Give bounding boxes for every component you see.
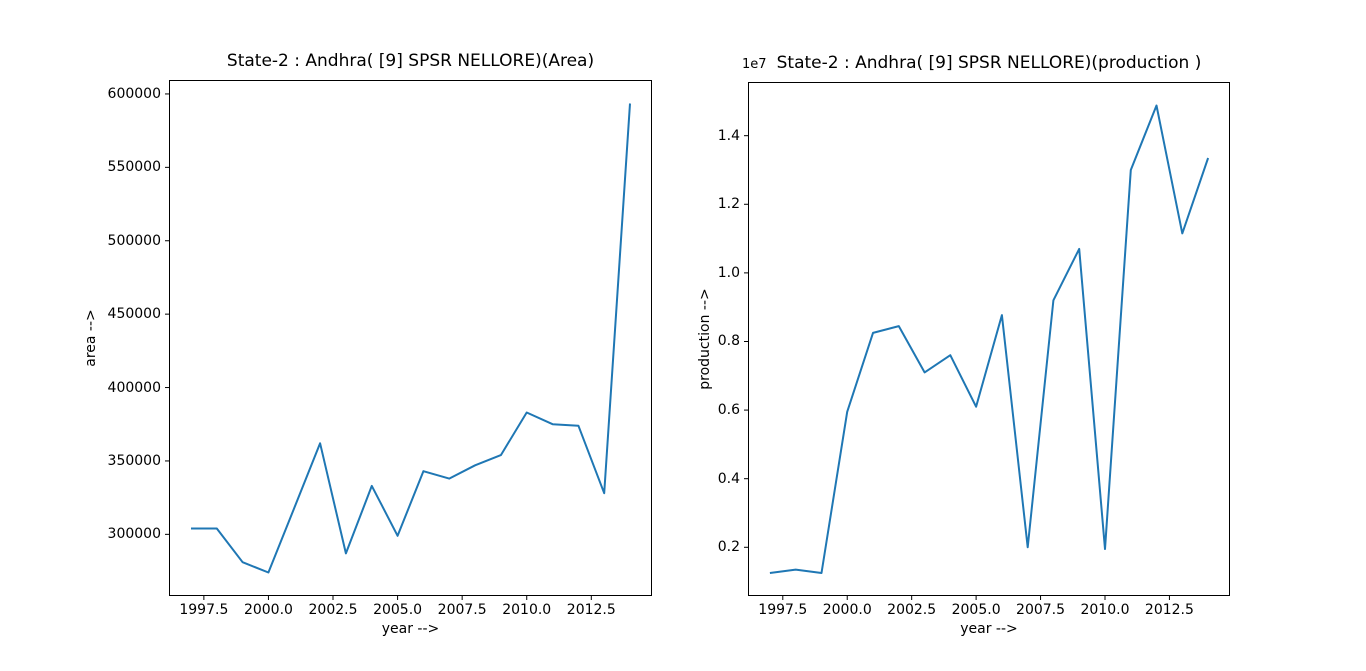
- x-tick-label: 2012.5: [1144, 602, 1194, 618]
- y-tick-label: 0.2: [717, 539, 740, 556]
- x-tick-label: 2000.0: [822, 602, 872, 618]
- y-tick-label: 1.4: [717, 127, 740, 144]
- x-tick-label: 2000.0: [243, 602, 293, 618]
- y-tick-label: 550000: [107, 159, 161, 176]
- axes-frame: [169, 80, 652, 596]
- data-line: [769, 104, 1210, 574]
- chart-title: State-2 : Andhra( [9] SPSR NELLORE)(prod…: [776, 52, 1202, 73]
- y-tick-label: 500000: [107, 232, 161, 249]
- y-axis-label: production -->: [697, 288, 713, 390]
- y-tick-label: 0.4: [717, 470, 740, 487]
- x-tick-label: 2007.5: [1016, 602, 1066, 618]
- y-tick-label: 350000: [107, 452, 161, 469]
- x-tick-label: 2010.0: [502, 602, 552, 618]
- y-tick-label: 0.6: [717, 402, 740, 419]
- y-tick-label: 1.2: [717, 196, 740, 213]
- plot-area: [165, 80, 652, 600]
- production-line-chart: State-2 : Andhra( [9] SPSR NELLORE)(prod…: [697, 53, 1230, 637]
- y-tick-label: 450000: [107, 306, 161, 323]
- x-tick-label: 2002.5: [308, 602, 358, 618]
- y-axis-label: area -->: [83, 309, 99, 367]
- y-axis-offset-text: 1e7: [742, 57, 767, 72]
- x-tick-label: 2010.0: [1080, 602, 1130, 618]
- x-tick-label: 2005.0: [951, 602, 1001, 618]
- y-tick-label: 300000: [107, 526, 161, 543]
- area-line-chart: State-2 : Andhra( [9] SPSR NELLORE)(Area…: [83, 51, 652, 637]
- y-tick-label: 1.0: [717, 264, 740, 281]
- y-tick-label: 0.8: [717, 333, 740, 350]
- y-tick-label: 400000: [107, 379, 161, 396]
- axes-frame: [748, 82, 1230, 596]
- x-tick-label: 2007.5: [437, 602, 487, 618]
- x-tick-label: 2005.0: [373, 602, 423, 618]
- data-line: [191, 103, 631, 574]
- chart-title: State-2 : Andhra( [9] SPSR NELLORE)(Area…: [226, 50, 595, 71]
- x-tick-label: 2002.5: [887, 602, 937, 618]
- x-tick-label: 1997.5: [179, 602, 229, 618]
- y-tick-label: 600000: [107, 85, 161, 102]
- x-tick-label: 2012.5: [566, 602, 616, 618]
- x-axis-label: year -->: [960, 621, 1018, 637]
- plot-area: [744, 82, 1230, 600]
- x-axis-label: year -->: [381, 621, 440, 637]
- x-tick-label: 1997.5: [758, 602, 808, 618]
